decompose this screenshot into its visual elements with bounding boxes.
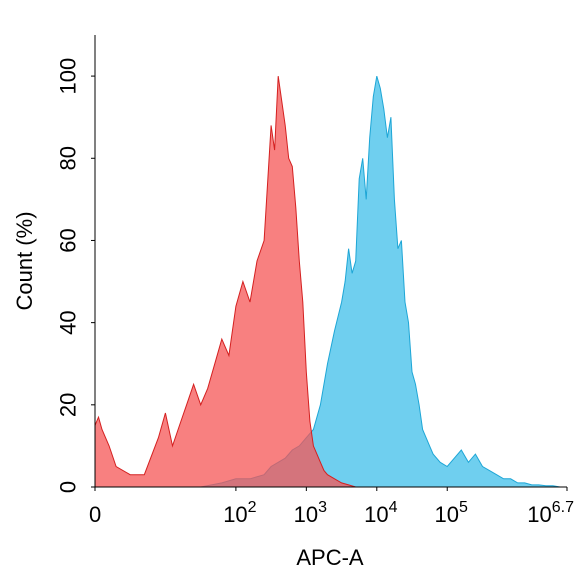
y-tick-label: 40	[56, 310, 81, 334]
series-area-2	[95, 76, 356, 487]
x-axis-title: APC-A	[296, 545, 364, 570]
y-tick-label: 80	[56, 146, 81, 170]
y-ticks: 0 20 40 60 80 100	[56, 58, 95, 493]
x-tick-label: 106.7	[527, 499, 574, 527]
x-tick-label: 105	[435, 499, 468, 527]
x-tick-label: 103	[294, 499, 327, 527]
x-tick-label: 102	[223, 499, 256, 527]
y-tick-label: 100	[56, 58, 81, 95]
x-ticks: 0 102 103 104 105 106.7	[89, 487, 574, 527]
y-axis-title: Count (%)	[12, 211, 37, 310]
x-tick-label: 0	[89, 502, 101, 527]
series-layer	[95, 75, 567, 487]
y-tick-label: 60	[56, 228, 81, 252]
x-tick-label: 104	[364, 499, 397, 527]
y-tick-label: 0	[56, 481, 81, 493]
y-tick-label: 20	[56, 393, 81, 417]
